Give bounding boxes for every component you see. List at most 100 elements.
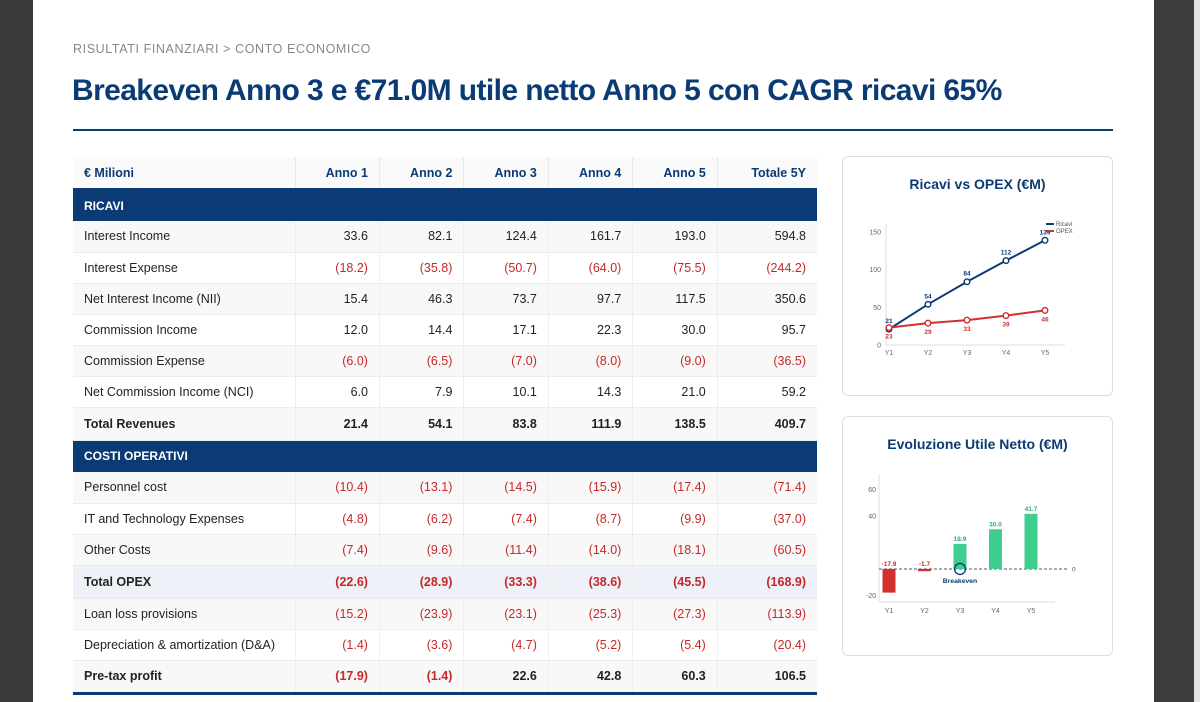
cell-value: (13.1) <box>379 472 465 504</box>
section-title: RICAVI <box>73 189 817 221</box>
data-label: 139 <box>1040 229 1051 236</box>
cell-value: (14.5) <box>463 472 549 504</box>
data-label: 33 <box>963 326 971 333</box>
cell-value: 409.7 <box>717 407 817 441</box>
table-row: Interest Expense (18.2) (35.8) (50.7) (64.0)… <box>73 252 817 284</box>
bar <box>1024 513 1038 569</box>
cell-value: (15.9) <box>548 472 634 504</box>
y-tick-label: 100 <box>869 267 881 274</box>
cell-value: (7.4) <box>463 503 549 535</box>
scrollbar-track[interactable] <box>1194 0 1200 702</box>
row-label: Interest Expense <box>73 252 296 284</box>
row-label: Total OPEX <box>73 565 296 599</box>
cell-value: (4.8) <box>295 503 380 535</box>
table-row: Net Interest Income (NII) 15.4 46.3 73.7 97.… <box>73 283 817 315</box>
cell-value: (60.5) <box>717 534 817 566</box>
net-income-chart-card: Evoluzione Utile Netto (€M) -20 40 60 0 -17.… <box>842 416 1113 656</box>
table-row: Net Commission Income (NCI) 6.0 7.9 10.1 14.… <box>73 376 817 408</box>
data-label: 84 <box>963 271 971 278</box>
data-label: 30.0 <box>989 521 1002 528</box>
cell-value: (14.0) <box>548 534 634 566</box>
table-row: Personnel cost (10.4) (13.1) (14.5) (15.9) (1… <box>73 472 817 504</box>
cell-value: 42.8 <box>548 660 634 695</box>
cell-value: 111.9 <box>548 407 634 441</box>
cell-value: (38.6) <box>548 565 634 599</box>
cell-value: (1.4) <box>379 660 465 695</box>
table-row: Commission Income 12.0 14.4 17.1 22.3 30.0 95.… <box>73 314 817 346</box>
cell-value: 14.4 <box>379 314 465 346</box>
cell-value: (6.5) <box>379 345 465 377</box>
cell-value: 82.1 <box>379 221 465 253</box>
row-label: Net Interest Income (NII) <box>73 283 296 315</box>
breadcrumb: RISULTATI FINANZIARI > CONTO ECONOMICO <box>73 42 371 56</box>
data-point <box>924 300 932 308</box>
data-label: 23 <box>885 334 893 341</box>
row-label: IT and Technology Expenses <box>73 503 296 535</box>
cell-value: 22.6 <box>463 660 549 695</box>
y-tick-label: 0 <box>877 343 881 350</box>
row-label: Loan loss provisions <box>73 598 296 630</box>
x-tick-label: Y3 <box>963 350 972 357</box>
data-label: 46 <box>1041 316 1049 323</box>
section-title: COSTI OPERATIVI <box>73 440 817 472</box>
cell-value: 12.0 <box>295 314 380 346</box>
table-row: Total OPEX (22.6) (28.9) (33.3) (38.6) (45.5)… <box>73 565 817 599</box>
cell-value: 10.1 <box>463 376 549 408</box>
x-tick-label: Y4 <box>991 608 1000 615</box>
cell-value: (10.4) <box>295 472 380 504</box>
cell-value: 59.2 <box>717 376 817 408</box>
cell-value: (4.7) <box>463 629 549 661</box>
chart-title: Evoluzione Utile Netto (€M) <box>887 436 1068 452</box>
data-point <box>1002 312 1010 320</box>
data-point <box>924 319 932 327</box>
table-row: Interest Income 33.6 82.1 124.4 161.7 193.0 59… <box>73 221 817 253</box>
table-row: Pre-tax profit (17.9) (1.4) 22.6 42.8 60.3 106… <box>73 660 817 695</box>
y-tick-label: 40 <box>868 514 876 521</box>
column-header: Anno 5 <box>632 157 718 190</box>
cell-value: 6.0 <box>295 376 380 408</box>
cell-value: (9.6) <box>379 534 465 566</box>
x-tick-label: Y1 <box>885 608 894 615</box>
window-background-right <box>1154 0 1200 702</box>
y-tick-label: 150 <box>869 230 881 237</box>
cell-value: (9.0) <box>632 345 718 377</box>
row-label: Commission Expense <box>73 345 296 377</box>
cell-value: 33.6 <box>295 221 380 253</box>
net-income-bar-chart: -20 40 60 0 -17.9 Y1 -1.7 Y2 18.9 Y3 30.0 Y4 41.7 Y5 B… <box>866 475 1076 615</box>
column-header: Anno 2 <box>379 157 465 190</box>
cell-value: (22.6) <box>295 565 380 599</box>
cell-value: (8.7) <box>548 503 634 535</box>
cell-value: (18.1) <box>632 534 718 566</box>
cell-value: (28.9) <box>379 565 465 599</box>
row-label: Interest Income <box>73 221 296 253</box>
cell-value: (9.9) <box>632 503 718 535</box>
cell-value: 594.8 <box>717 221 817 253</box>
cell-value: (244.2) <box>717 252 817 284</box>
cell-value: (75.5) <box>632 252 718 284</box>
page-title: Breakeven Anno 3 e €71.0M utile netto An… <box>72 74 1002 107</box>
y-tick-label: 60 <box>868 487 876 494</box>
cell-value: 15.4 <box>295 283 380 315</box>
row-label: Total Revenues <box>73 407 296 441</box>
cell-value: 46.3 <box>379 283 465 315</box>
cell-value: (25.3) <box>548 598 634 630</box>
column-header: Anno 3 <box>463 157 549 190</box>
cell-value: 17.1 <box>463 314 549 346</box>
title-divider <box>73 129 1113 131</box>
slide-page: RISULTATI FINANZIARI > CONTO ECONOMICO B… <box>33 0 1154 702</box>
cell-value: (5.2) <box>548 629 634 661</box>
cell-value: (3.6) <box>379 629 465 661</box>
cell-value: (113.9) <box>717 598 817 630</box>
cell-value: 124.4 <box>463 221 549 253</box>
cell-value: (20.4) <box>717 629 817 661</box>
row-label: Other Costs <box>73 534 296 566</box>
data-label: 29 <box>924 329 932 336</box>
cell-value: 73.7 <box>463 283 549 315</box>
cell-value: (15.2) <box>295 598 380 630</box>
data-label: 21 <box>885 318 893 325</box>
table-row: Loan loss provisions (15.2) (23.9) (23.1) (2… <box>73 598 817 630</box>
section-header-row: COSTI OPERATIVI <box>73 440 817 472</box>
cell-value: 95.7 <box>717 314 817 346</box>
cell-value: (8.0) <box>548 345 634 377</box>
window-background-left <box>0 0 33 702</box>
